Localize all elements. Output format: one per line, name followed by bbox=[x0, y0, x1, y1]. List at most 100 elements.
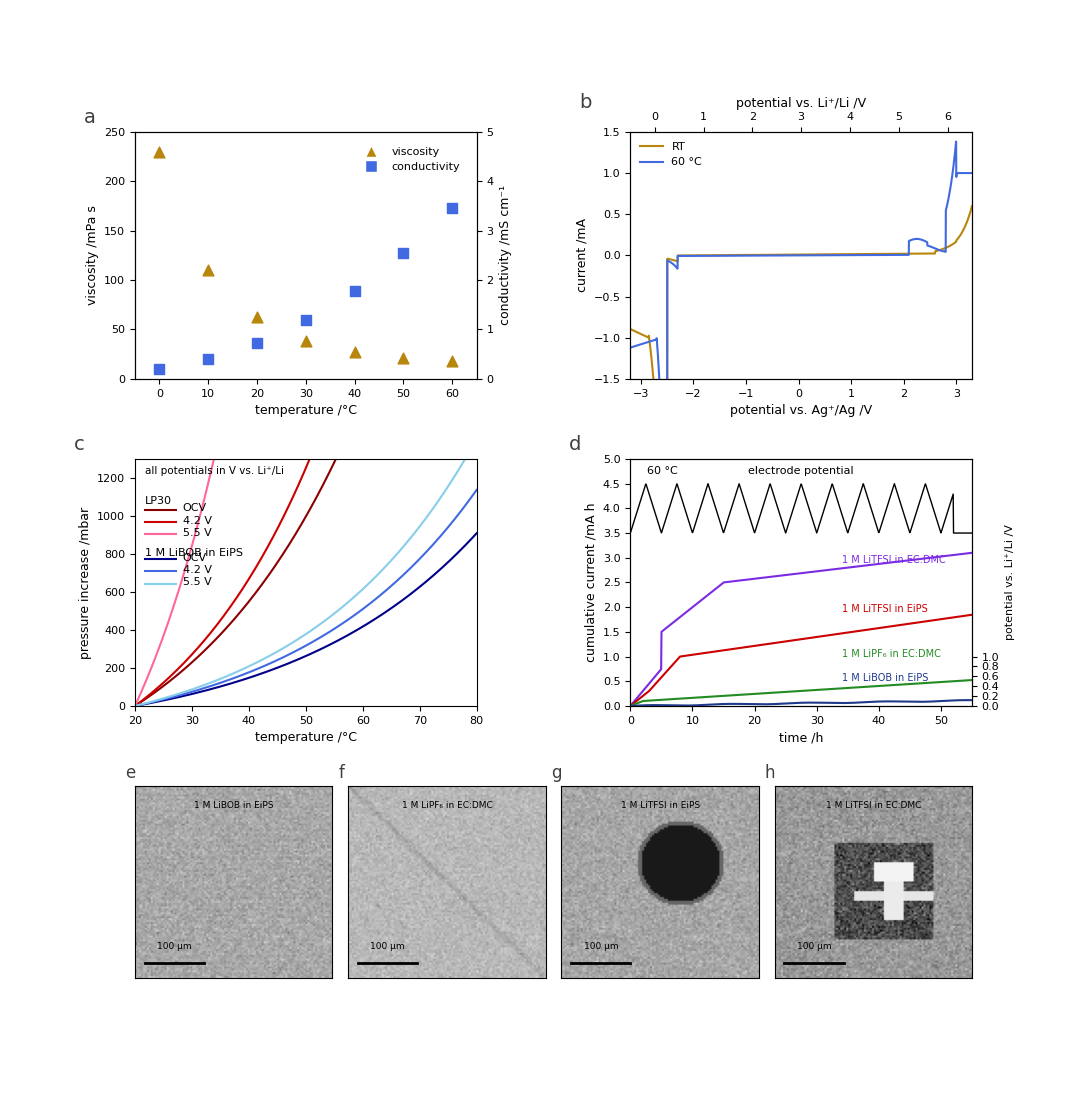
1 M LiPF₆ in EC:DMC bbox=[774, 686, 787, 699]
Point bbox=[151, 143, 168, 160]
X-axis label: temperature /°C: temperature /°C bbox=[255, 404, 356, 418]
RT bbox=[781, 248, 794, 262]
Line: 1 M LiBOB in EiPS: 1 M LiBOB in EiPS bbox=[631, 700, 972, 706]
Text: 100 μm: 100 μm bbox=[583, 942, 618, 952]
Text: 4.2 V: 4.2 V bbox=[183, 515, 212, 525]
Y-axis label: conductivity /mS cm⁻¹: conductivity /mS cm⁻¹ bbox=[499, 186, 512, 325]
Text: 1 M LiBOB in EiPS: 1 M LiBOB in EiPS bbox=[145, 548, 243, 558]
RT bbox=[893, 247, 906, 260]
1 M LiBOB in EiPS bbox=[859, 696, 872, 709]
5.5 V  bbox=[129, 699, 141, 712]
60 °C bbox=[956, 166, 969, 179]
Line: 60 °C: 60 °C bbox=[631, 142, 972, 660]
RT bbox=[956, 225, 969, 238]
Line: 1 M LiTFSI in EC:DMC: 1 M LiTFSI in EC:DMC bbox=[631, 553, 972, 706]
OCV  bbox=[462, 535, 475, 548]
OCV bbox=[470, 0, 483, 9]
1 M LiTFSI in EiPS bbox=[659, 666, 672, 679]
1 M LiTFSI in EiPS bbox=[624, 699, 637, 712]
Text: 1 M LiTFSI in EC:DMC: 1 M LiTFSI in EC:DMC bbox=[842, 555, 946, 565]
Point bbox=[297, 333, 314, 351]
Text: 100 μm: 100 μm bbox=[158, 942, 192, 952]
4.2 V bbox=[293, 477, 306, 490]
4.2 V  bbox=[408, 557, 421, 570]
4.2 V bbox=[408, 84, 421, 97]
60 °C bbox=[781, 248, 794, 262]
Point bbox=[444, 353, 461, 370]
Line: 5.5 V : 5.5 V bbox=[135, 439, 476, 706]
1 M LiPF₆ in EC:DMC bbox=[890, 678, 903, 691]
1 M LiTFSI in EC:DMC bbox=[762, 570, 775, 584]
Point bbox=[200, 351, 217, 368]
Point bbox=[297, 311, 314, 329]
Text: h: h bbox=[765, 764, 775, 782]
1 M LiTFSI in EiPS bbox=[762, 637, 775, 651]
1 M LiBOB in EiPS bbox=[966, 693, 978, 707]
1 M LiTFSI in EC:DMC bbox=[896, 555, 909, 568]
Line: 5.5 V: 5.5 V bbox=[135, 0, 476, 706]
1 M LiBOB in EiPS bbox=[890, 695, 903, 708]
Point bbox=[444, 200, 461, 218]
X-axis label: temperature /°C: temperature /°C bbox=[255, 731, 356, 744]
Line: OCV : OCV bbox=[135, 533, 476, 706]
1 M LiBOB in EiPS bbox=[961, 693, 974, 707]
4.2 V  bbox=[129, 699, 141, 712]
RT bbox=[661, 699, 674, 712]
Text: b: b bbox=[579, 93, 592, 112]
RT bbox=[956, 225, 969, 238]
60 °C bbox=[956, 166, 969, 179]
Text: 5.5 V: 5.5 V bbox=[183, 577, 212, 588]
4.2 V bbox=[332, 376, 345, 389]
1 M LiTFSI in EC:DMC bbox=[774, 569, 787, 582]
Text: LP30: LP30 bbox=[145, 496, 172, 506]
Y-axis label: viscosity /mPa s: viscosity /mPa s bbox=[85, 206, 98, 306]
Text: f: f bbox=[338, 764, 345, 782]
1 M LiPF₆ in EC:DMC bbox=[966, 674, 978, 687]
4.2 V  bbox=[462, 495, 475, 508]
1 M LiPF₆ in EC:DMC bbox=[896, 678, 909, 691]
1 M LiTFSI in EiPS bbox=[859, 623, 872, 636]
60 °C bbox=[791, 248, 804, 262]
Text: 100 μm: 100 μm bbox=[370, 942, 405, 952]
Point bbox=[395, 244, 413, 262]
1 M LiTFSI in EC:DMC bbox=[966, 546, 978, 559]
60 °C bbox=[949, 135, 962, 148]
Text: OCV: OCV bbox=[183, 553, 207, 563]
5.5 V  bbox=[470, 432, 483, 445]
X-axis label: time /h: time /h bbox=[779, 731, 823, 744]
1 M LiBOB in EiPS bbox=[624, 699, 637, 712]
Text: all potentials in V vs. Li⁺/Li: all potentials in V vs. Li⁺/Li bbox=[145, 466, 284, 476]
Text: a: a bbox=[84, 108, 96, 127]
OCV bbox=[332, 447, 345, 460]
60 °C bbox=[893, 248, 906, 262]
OCV  bbox=[470, 526, 483, 540]
1 M LiBOB in EiPS bbox=[762, 698, 775, 711]
Line: 1 M LiPF₆ in EC:DMC: 1 M LiPF₆ in EC:DMC bbox=[631, 680, 972, 706]
OCV bbox=[293, 521, 306, 534]
1 M LiTFSI in EiPS bbox=[966, 608, 978, 621]
Point bbox=[395, 349, 413, 367]
Point bbox=[248, 308, 266, 325]
Y-axis label: potential vs. Li⁺/Li /V: potential vs. Li⁺/Li /V bbox=[1005, 524, 1015, 641]
1 M LiTFSI in EiPS bbox=[896, 618, 909, 631]
Line: 1 M LiTFSI in EiPS: 1 M LiTFSI in EiPS bbox=[631, 614, 972, 706]
OCV bbox=[129, 699, 141, 712]
1 M LiTFSI in EC:DMC bbox=[624, 699, 637, 712]
1 M LiPF₆ in EC:DMC bbox=[624, 699, 637, 712]
4.2 V  bbox=[332, 620, 345, 633]
4.2 V  bbox=[291, 644, 303, 657]
OCV bbox=[291, 524, 303, 537]
1 M LiTFSI in EiPS bbox=[774, 635, 787, 648]
Text: 1 M LiTFSI in EiPS: 1 M LiTFSI in EiPS bbox=[621, 801, 700, 810]
60 °C bbox=[642, 335, 654, 348]
4.2 V  bbox=[293, 643, 306, 656]
4.2 V bbox=[291, 481, 303, 495]
5.5 V  bbox=[408, 525, 421, 539]
Y-axis label: pressure increase /mbar: pressure increase /mbar bbox=[79, 507, 92, 658]
Text: 60 °C: 60 °C bbox=[647, 466, 678, 476]
Line: RT: RT bbox=[631, 207, 972, 706]
Text: d: d bbox=[569, 435, 581, 454]
RT bbox=[642, 331, 654, 344]
Text: 1 M LiTFSI in EiPS: 1 M LiTFSI in EiPS bbox=[842, 604, 928, 614]
Text: 1 M LiPF₆ in EC:DMC: 1 M LiPF₆ in EC:DMC bbox=[842, 648, 941, 658]
